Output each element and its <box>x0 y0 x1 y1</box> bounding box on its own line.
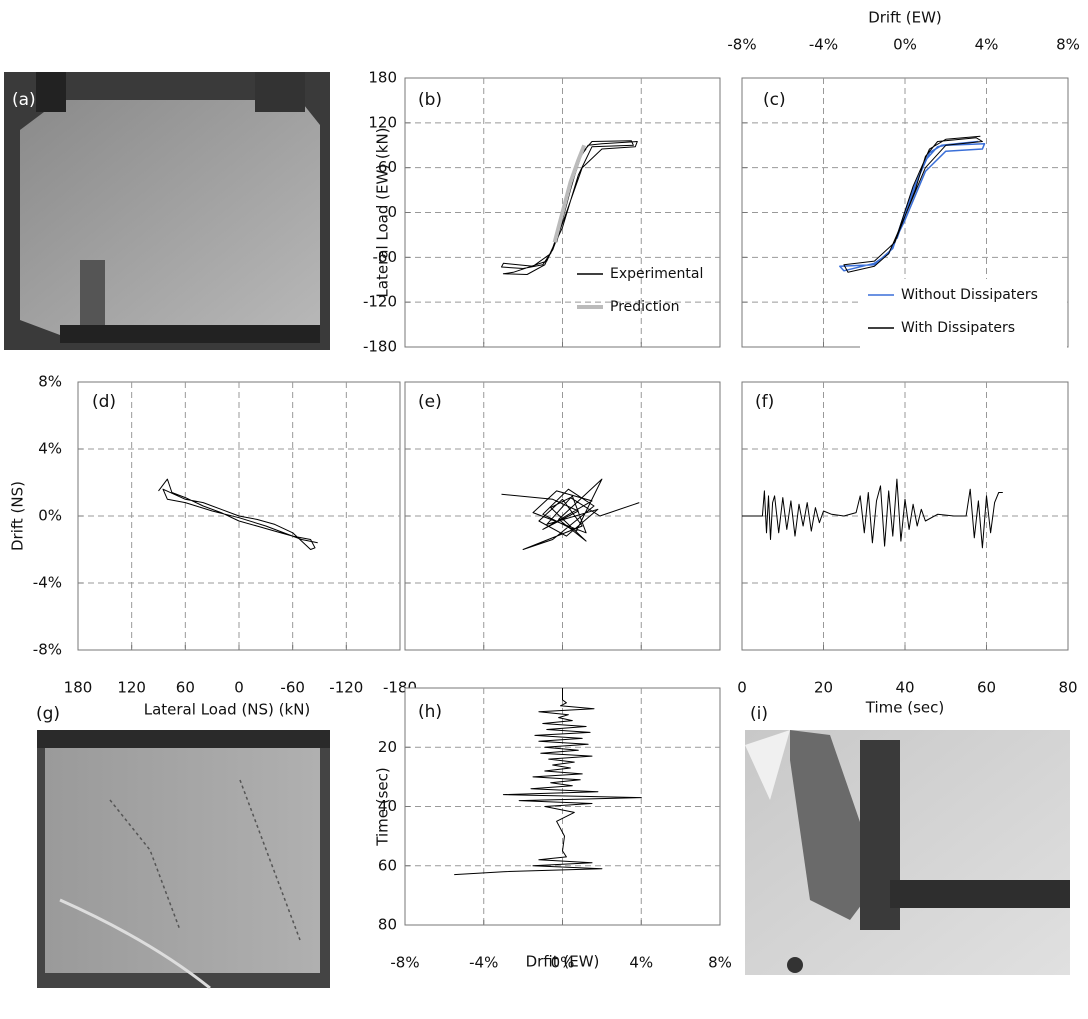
data-line <box>454 688 642 876</box>
photo-a: (a) <box>4 72 330 350</box>
y-tick-label: -8% <box>33 641 62 659</box>
x-tick-label: 4% <box>975 36 999 54</box>
photo-label: (a) <box>12 90 36 110</box>
x-tick-label: 0 <box>737 679 747 697</box>
x-tick-label: -8% <box>727 36 756 54</box>
x-axis-label: Lateral Load (NS) (kN) <box>144 701 311 719</box>
data-line <box>742 478 1003 549</box>
x-tick-label: -8% <box>390 954 419 972</box>
legend-label: Prediction <box>610 299 680 315</box>
y-tick-label: 40 <box>378 797 397 815</box>
x-tick-label: 4% <box>629 954 653 972</box>
x-axis-label: Time (sec) <box>865 699 944 717</box>
x-tick-label: 20 <box>814 679 833 697</box>
y-tick-label: 60 <box>378 856 397 874</box>
x-tick-label: 60 <box>977 679 996 697</box>
x-tick-label: 80 <box>1058 679 1077 697</box>
legend-label: With Dissipaters <box>901 320 1015 336</box>
y-tick-label: 20 <box>378 738 397 756</box>
x-axis-label: Drfit (EW) <box>526 953 600 971</box>
panel: 180 120 60 0 -60 -120 -1808%4%0%-4%-8%(d)Later… <box>9 373 418 719</box>
panel-label: (e) <box>418 392 442 412</box>
y-tick-label: -120 <box>363 293 397 311</box>
y-tick-label: 80 <box>378 916 397 934</box>
y-axis-label: Lateral Load (EW) (kN) <box>374 127 392 297</box>
photo-label: (i) <box>750 704 768 724</box>
x-tick-label: 60 <box>176 679 195 697</box>
x-tick-label: 0% <box>551 954 575 972</box>
panel: (e) <box>404 381 721 651</box>
x-tick-label: 180 <box>64 679 93 697</box>
y-tick-label: -4% <box>33 574 62 592</box>
y-axis-label: Time (sec) <box>374 767 392 846</box>
x-tick-label: -120 <box>329 679 363 697</box>
data-line <box>501 478 640 550</box>
panel-label: (f) <box>755 392 774 412</box>
x-tick-label: 0% <box>893 36 917 54</box>
x-tick-label: -4% <box>809 36 838 54</box>
y-tick-label: 0 <box>387 203 397 221</box>
data-line <box>552 144 587 243</box>
legend-label: Experimental <box>610 266 703 282</box>
y-tick-label: 120 <box>368 113 397 131</box>
y-tick-label: 4% <box>38 440 62 458</box>
panel: -8% -4% 0% 4% 8% 20 40 60 80 (h) Drfit (EW) Time (s… <box>374 687 732 972</box>
y-axis-label: Drift (NS) <box>9 481 27 551</box>
x-tick-label: 40 <box>895 679 914 697</box>
y-tick-label: -60 <box>373 248 398 266</box>
panel-label: (b) <box>418 90 442 110</box>
y-tick-label: -180 <box>363 338 397 356</box>
y-tick-label: 180 <box>368 69 397 87</box>
data-line <box>843 135 983 273</box>
panel: -8% -4% 0% 4% 8% (c) Drift (EW) Without Dissipa… <box>727 9 1080 351</box>
x-tick-label: -60 <box>280 679 305 697</box>
panel-label: (c) <box>763 90 786 110</box>
x-tick-label: 8% <box>708 954 732 972</box>
legend-label: Without Dissipaters <box>901 287 1038 303</box>
panel: 0 20 40 60 80 (f) Time (sec) <box>737 381 1078 717</box>
panel: 180 120 60 0 -60 -120 -180 (b) Lateral Load (EW)… <box>363 69 721 356</box>
x-tick-label: -4% <box>469 954 498 972</box>
y-tick-label: 8% <box>38 373 62 391</box>
legend-box <box>860 279 1067 351</box>
data-line <box>158 478 318 550</box>
y-tick-label: 60 <box>378 158 397 176</box>
x-tick-label: 120 <box>117 679 146 697</box>
photo-i: (i) <box>745 704 1070 975</box>
x-tick-label: 0 <box>234 679 244 697</box>
x-axis-label: Drift (EW) <box>868 9 942 27</box>
panel-label: (d) <box>92 392 116 412</box>
y-tick-label: 0% <box>38 507 62 525</box>
photo-g: (g) <box>36 704 330 990</box>
x-tick-label: 8% <box>1056 36 1080 54</box>
panel-label: (h) <box>418 702 442 722</box>
photo-label: (g) <box>36 704 60 724</box>
